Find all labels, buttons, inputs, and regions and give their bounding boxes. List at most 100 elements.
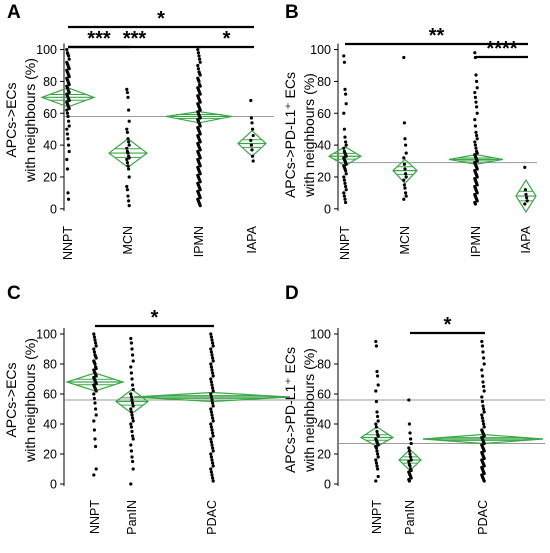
y-axis-label: APCs->PD-L1⁺ ECs bbox=[282, 72, 298, 198]
data-point bbox=[209, 332, 213, 336]
data-point bbox=[92, 396, 96, 401]
data-point bbox=[481, 380, 485, 384]
data-point bbox=[475, 175, 479, 179]
y-tick-label: 0 bbox=[324, 478, 331, 492]
data-point bbox=[211, 446, 215, 450]
data-point bbox=[402, 162, 406, 166]
data-point bbox=[211, 449, 215, 453]
data-point bbox=[127, 167, 131, 171]
data-point bbox=[344, 168, 348, 173]
data-point bbox=[342, 54, 346, 58]
data-point bbox=[209, 377, 213, 381]
significance-label: * bbox=[444, 314, 452, 336]
data-point bbox=[211, 434, 215, 438]
data-point bbox=[129, 425, 133, 429]
data-point bbox=[209, 395, 213, 399]
data-point bbox=[376, 474, 380, 479]
data-point bbox=[211, 386, 215, 390]
data-point bbox=[249, 143, 253, 147]
data-point bbox=[480, 368, 484, 372]
data-point bbox=[94, 444, 98, 449]
data-point bbox=[198, 204, 202, 208]
data-point bbox=[198, 164, 202, 168]
data-point bbox=[198, 100, 202, 104]
data-point bbox=[129, 336, 133, 341]
data-point bbox=[403, 137, 407, 141]
data-point bbox=[473, 95, 477, 99]
data-point bbox=[210, 443, 214, 447]
data-point bbox=[402, 55, 406, 60]
data-point bbox=[342, 178, 346, 182]
data-point bbox=[475, 199, 479, 203]
data-point bbox=[480, 395, 484, 399]
data-point bbox=[403, 167, 407, 171]
data-point bbox=[198, 57, 202, 61]
data-point bbox=[209, 407, 213, 411]
data-point bbox=[251, 127, 255, 131]
data-point bbox=[67, 143, 71, 147]
data-point bbox=[482, 464, 486, 468]
data-point bbox=[130, 377, 134, 381]
data-point bbox=[210, 368, 214, 372]
data-point bbox=[126, 194, 130, 198]
data-point bbox=[209, 410, 213, 414]
data-point bbox=[197, 79, 201, 84]
x-category-label: PDAC bbox=[205, 500, 219, 535]
data-point bbox=[209, 335, 213, 339]
data-point bbox=[196, 63, 200, 68]
significance-label: * bbox=[157, 8, 165, 30]
y-tick-label: 0 bbox=[324, 202, 331, 216]
panel-letter: C bbox=[7, 283, 21, 304]
data-point bbox=[211, 389, 215, 393]
y-tick-label: 80 bbox=[43, 358, 57, 372]
data-point bbox=[209, 467, 213, 471]
data-point bbox=[211, 464, 215, 468]
data-point bbox=[482, 362, 486, 366]
data-point bbox=[129, 482, 133, 486]
data-point bbox=[523, 202, 527, 206]
data-point bbox=[131, 353, 135, 357]
data-point bbox=[211, 359, 215, 363]
data-point bbox=[65, 108, 69, 112]
data-point bbox=[93, 338, 97, 342]
data-point bbox=[93, 362, 97, 366]
data-point bbox=[131, 467, 135, 471]
data-point bbox=[481, 350, 485, 354]
data-point bbox=[376, 443, 380, 447]
y-tick-label: 100 bbox=[310, 43, 331, 57]
data-point bbox=[131, 419, 135, 423]
y-tick-label: 40 bbox=[43, 418, 57, 432]
data-point bbox=[209, 362, 213, 366]
data-point bbox=[344, 200, 348, 205]
data-point bbox=[474, 100, 478, 104]
data-point bbox=[129, 410, 133, 414]
data-point bbox=[131, 401, 135, 405]
data-point bbox=[131, 359, 135, 363]
data-point bbox=[251, 154, 255, 158]
data-point bbox=[374, 422, 378, 426]
significance-label: **** bbox=[486, 38, 517, 60]
data-point bbox=[374, 399, 378, 404]
data-point bbox=[209, 347, 213, 351]
data-point bbox=[344, 154, 348, 158]
data-point bbox=[409, 476, 413, 480]
data-point bbox=[93, 401, 97, 405]
data-point bbox=[211, 419, 215, 423]
data-point bbox=[67, 197, 71, 201]
data-point bbox=[480, 399, 484, 404]
data-point bbox=[198, 84, 202, 88]
data-point bbox=[66, 191, 70, 195]
data-point bbox=[344, 143, 348, 147]
data-point bbox=[125, 188, 129, 192]
data-point bbox=[249, 116, 253, 120]
data-point bbox=[210, 428, 214, 432]
data-point bbox=[409, 455, 413, 459]
data-point bbox=[198, 92, 202, 96]
y-tick-label: 20 bbox=[43, 448, 57, 462]
data-point bbox=[342, 60, 346, 64]
data-point bbox=[475, 151, 479, 155]
y-tick-label: 40 bbox=[43, 139, 57, 153]
data-point bbox=[407, 449, 411, 453]
y-tick-label: 100 bbox=[310, 328, 331, 342]
significance-label: * bbox=[151, 307, 159, 329]
